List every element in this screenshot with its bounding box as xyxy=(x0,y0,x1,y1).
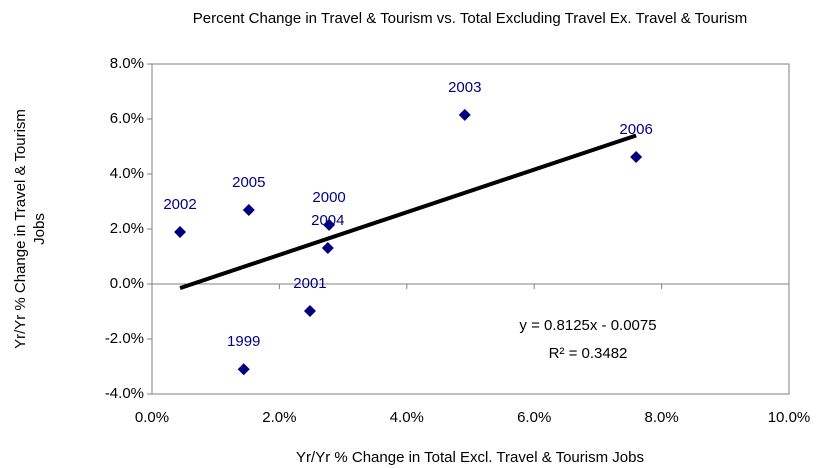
point-label: 1999 xyxy=(227,333,260,350)
annotation: y = 0.8125x - 0.0075 xyxy=(519,317,656,334)
x-tick-label: 6.0% xyxy=(517,409,551,426)
y-tick-label: 4.0% xyxy=(110,165,144,182)
point-label: 2004 xyxy=(311,212,344,229)
point xyxy=(630,150,643,163)
chart-title: Percent Change in Travel & Tourism vs. T… xyxy=(192,10,748,27)
point-label: 2003 xyxy=(448,79,481,96)
y-axis-label: Yr/Yr % Change in Travel & Tourism Jobs xyxy=(12,109,48,349)
point xyxy=(237,363,250,376)
point-label: 2002 xyxy=(163,196,196,213)
point-label: 2006 xyxy=(619,121,652,138)
x-tick-label: 4.0% xyxy=(390,409,424,426)
y-tick-label: -2.0% xyxy=(105,330,144,347)
point-label: 2000 xyxy=(312,189,345,206)
x-tick-label: 2.0% xyxy=(262,409,296,426)
point xyxy=(458,108,471,121)
point xyxy=(323,218,336,231)
x-axis-label: Yr/Yr % Change in Total Excl. Travel & T… xyxy=(296,449,644,466)
point xyxy=(174,226,187,239)
trendline xyxy=(179,133,637,291)
y-tick-label: 8.0% xyxy=(110,55,144,72)
x-tick-label: 0.0% xyxy=(135,409,169,426)
y-tick-label: 0.0% xyxy=(110,275,144,292)
y-tick-label: -4.0% xyxy=(105,385,144,402)
point-label: 2001 xyxy=(293,275,326,292)
x-tick-label: 10.0% xyxy=(768,409,811,426)
y-tick-label: 2.0% xyxy=(110,220,144,237)
point xyxy=(242,204,255,217)
y-tick-label: 6.0% xyxy=(110,110,144,127)
x-tick-label: 8.0% xyxy=(644,409,678,426)
annotation: R² = 0.3482 xyxy=(549,345,628,362)
point-label: 2005 xyxy=(232,174,265,191)
point xyxy=(303,304,316,317)
point xyxy=(321,241,334,254)
